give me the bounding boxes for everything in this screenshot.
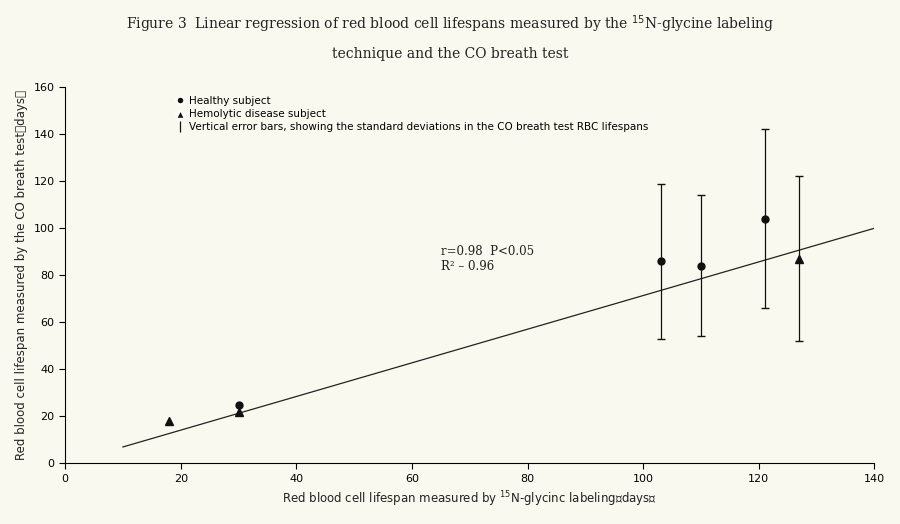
Legend: Healthy subject, Hemolytic disease subject, Vertical error bars, showing the sta: Healthy subject, Hemolytic disease subje… xyxy=(176,96,648,133)
Y-axis label: Red blood cell lifespan measured by the CO breath test（days）: Red blood cell lifespan measured by the … xyxy=(15,90,28,460)
Text: technique and the CO breath test: technique and the CO breath test xyxy=(332,47,568,61)
X-axis label: Red blood cell lifespan measured by $^{15}$N-glycinc labeling（days）: Red blood cell lifespan measured by $^{1… xyxy=(283,489,657,509)
Text: r=0.98  P<0.05
R² – 0.96: r=0.98 P<0.05 R² – 0.96 xyxy=(441,245,534,272)
Text: Figure 3  Linear regression of red blood cell lifespans measured by the $^{15}$N: Figure 3 Linear regression of red blood … xyxy=(126,13,774,35)
